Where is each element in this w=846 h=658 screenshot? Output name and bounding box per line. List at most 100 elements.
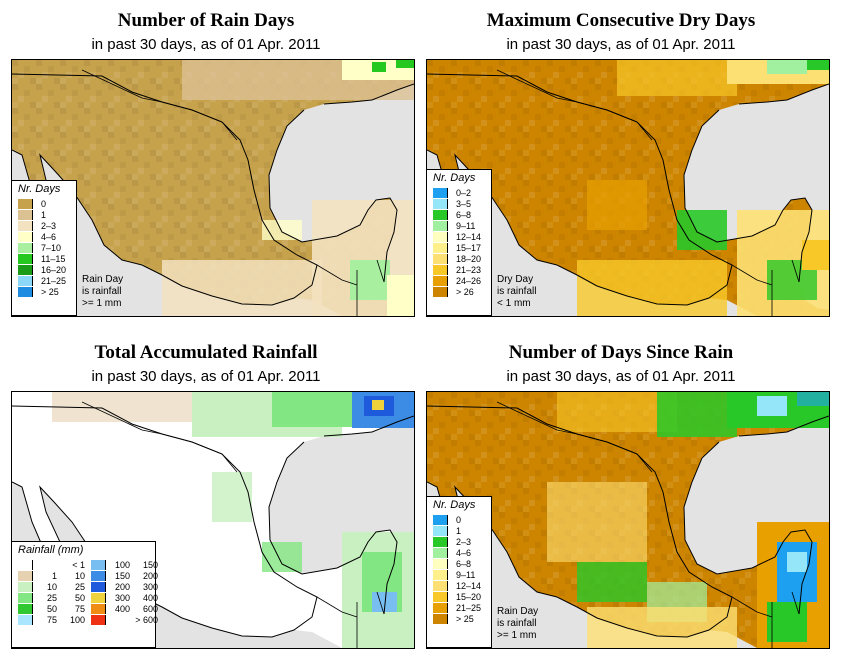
legend-entry: 4–6 [427, 547, 491, 558]
legend-entry: 6–8 [427, 558, 491, 569]
legend-label: 0 [456, 514, 462, 525]
legend-label: 1 [41, 209, 47, 220]
legend-entry: 100 150 [85, 559, 158, 570]
panel-max-dry-days: Maximum Consecutive Dry Days in past 30 … [415, 0, 830, 325]
land-fill [12, 60, 414, 316]
legend-label: 21–25 [41, 275, 67, 286]
legend-range-to: 600 [142, 603, 158, 614]
legend-swatch [18, 581, 33, 592]
legend-swatch [91, 570, 106, 581]
legend-label: 21–23 [456, 264, 482, 275]
legend-swatch [433, 591, 448, 602]
legend-days-since-rain: Nr. Days 0 1 2–3 4–6 6–8 9–11 12–14 15–20 21–25 >… [426, 496, 492, 648]
legend-swatch [18, 242, 33, 253]
legend-entry: 21–25 [427, 602, 491, 613]
legend-swatch [433, 514, 448, 525]
legend-note: Rain Day is rainfall >= 1 mm [82, 274, 123, 310]
legend-entry: 16–20 [12, 264, 76, 275]
panel-title: Number of Days Since Rain [508, 342, 734, 363]
legend-swatch [433, 209, 448, 220]
legend-range-to: < 1 [72, 559, 85, 570]
legend-swatch [433, 558, 448, 569]
legend-entry: 21–23 [427, 264, 491, 275]
legend-entry: 21–25 [12, 275, 76, 286]
legend-range-to: 300 [142, 581, 158, 592]
legend-label: 2–3 [41, 220, 57, 231]
legend-swatch [433, 231, 448, 242]
panel-title: Total Accumulated Rainfall [94, 342, 318, 363]
legend-swatch [18, 275, 33, 286]
legend-entry: 6–8 [427, 209, 491, 220]
note-line: is rainfall [497, 618, 537, 629]
legend-range-to: > 600 [135, 614, 158, 625]
legend-label: 6–8 [456, 209, 472, 220]
legend-label: 9–11 [456, 569, 476, 580]
legend-entry: 200 300 [85, 581, 158, 592]
legend-label: 7–10 [41, 242, 62, 253]
panel-subtitle: in past 30 days, as of 01 Apr. 2011 [91, 36, 321, 53]
legend-label: 12–14 [456, 580, 482, 591]
legend-entry: 50 75 [12, 603, 85, 614]
legend-swatch [18, 570, 33, 581]
panel-days-since-rain: Number of Days Since Rain in past 30 day… [415, 332, 830, 657]
legend-entry: 0 [427, 514, 491, 525]
legend-swatch [91, 581, 106, 592]
map-max-dry-days [426, 59, 830, 317]
legend-swatch [433, 187, 448, 198]
legend-label: 4–6 [456, 547, 472, 558]
legend-label: > 25 [41, 286, 59, 297]
legend-range-from: 25 [46, 592, 57, 603]
panel-total-rainfall: Total Accumulated Rainfall in past 30 da… [0, 332, 415, 657]
legend-range-from: 300 [114, 592, 130, 603]
note-line: is rainfall [82, 286, 122, 297]
legend-note: Dry Day is rainfall < 1 mm [497, 274, 536, 310]
legend-entry: < 1 [12, 559, 85, 570]
legend-title: Nr. Days [433, 172, 476, 184]
legend-range-from: 150 [114, 570, 130, 581]
legend-range-from: 1 [51, 570, 57, 581]
legend-label: 6–8 [456, 558, 472, 569]
legend-range-from: 75 [46, 614, 57, 625]
legend-swatch [433, 275, 448, 286]
legend-entry: 300 400 [85, 592, 158, 603]
legend-label: 2–3 [456, 536, 472, 547]
legend-label: 16–20 [41, 264, 67, 275]
legend-range-to: 50 [74, 592, 85, 603]
legend-entry: 150 200 [85, 570, 158, 581]
legend-swatch [18, 559, 33, 570]
legend-title: Nr. Days [433, 499, 476, 511]
note-line: < 1 mm [497, 298, 531, 309]
legend-entry: 75 100 [12, 614, 85, 625]
legend-swatch [433, 569, 448, 580]
legend-label: 0–2 [456, 187, 472, 198]
legend-range-to: 400 [142, 592, 158, 603]
legend-entry: 18–20 [427, 253, 491, 264]
legend-range-from: 10 [46, 581, 57, 592]
legend-range-to: 150 [142, 559, 158, 570]
legend-range-from: 100 [114, 559, 130, 570]
legend-range-to: 10 [74, 570, 85, 581]
legend-entry: 12–14 [427, 231, 491, 242]
legend-swatch [18, 603, 33, 614]
legend-swatch [433, 525, 448, 536]
legend-note: Rain Day is rainfall >= 1 mm [497, 606, 538, 642]
legend-range-to: 200 [142, 570, 158, 581]
legend-label: 1 [456, 525, 462, 536]
legend-range-from: 50 [46, 603, 57, 614]
legend-swatch [433, 220, 448, 231]
legend-label: 15–17 [456, 242, 482, 253]
panel-subtitle: in past 30 days, as of 01 Apr. 2011 [91, 368, 321, 385]
note-line: Rain Day [82, 274, 124, 285]
legend-swatch [18, 264, 33, 275]
legend-entry: 24–26 [427, 275, 491, 286]
legend-entry: 400 600 [85, 603, 158, 614]
legend-entry: 25 50 [12, 592, 85, 603]
note-line: is rainfall [497, 286, 537, 297]
legend-entry: > 25 [427, 613, 491, 624]
legend-entry: > 600 [85, 614, 158, 625]
legend-swatch [91, 559, 106, 570]
panel-rain-days: Number of Rain Days in past 30 days, as … [0, 0, 415, 325]
legend-swatch [433, 536, 448, 547]
legend-entry: 2–3 [12, 220, 76, 231]
legend-label: 3–5 [456, 198, 472, 209]
